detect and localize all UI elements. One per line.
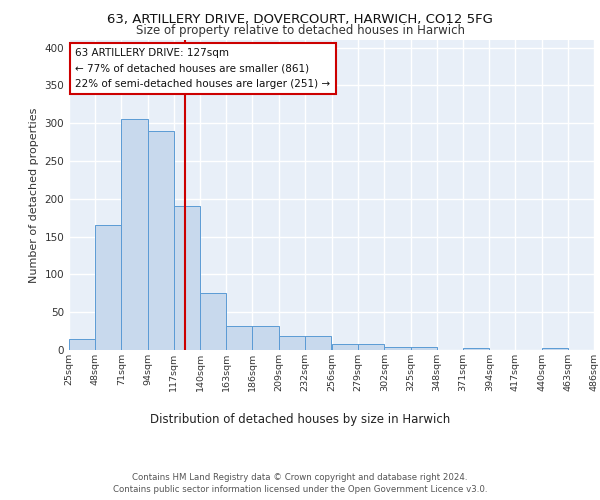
Bar [358, 344, 385, 350]
Bar [95, 225, 121, 350]
Bar [542, 348, 568, 350]
Bar [332, 344, 358, 350]
Bar [200, 294, 226, 350]
Bar [121, 120, 148, 350]
Text: 63 ARTILLERY DRIVE: 127sqm
← 77% of detached houses are smaller (861)
22% of sem: 63 ARTILLERY DRIVE: 127sqm ← 77% of deta… [76, 48, 331, 89]
Bar [69, 338, 95, 350]
Text: Size of property relative to detached houses in Harwich: Size of property relative to detached ho… [136, 24, 464, 37]
Bar [148, 130, 174, 350]
Bar [410, 347, 437, 350]
Bar [594, 348, 600, 350]
Text: 63, ARTILLERY DRIVE, DOVERCOURT, HARWICH, CO12 5FG: 63, ARTILLERY DRIVE, DOVERCOURT, HARWICH… [107, 12, 493, 26]
Bar [305, 336, 331, 350]
Bar [253, 326, 278, 350]
Bar [174, 206, 200, 350]
Text: Contains HM Land Registry data © Crown copyright and database right 2024.
Contai: Contains HM Land Registry data © Crown c… [113, 472, 487, 494]
Bar [278, 336, 305, 350]
Bar [385, 347, 410, 350]
Bar [226, 326, 253, 350]
Y-axis label: Number of detached properties: Number of detached properties [29, 108, 39, 282]
Bar [463, 348, 489, 350]
Text: Distribution of detached houses by size in Harwich: Distribution of detached houses by size … [150, 412, 450, 426]
